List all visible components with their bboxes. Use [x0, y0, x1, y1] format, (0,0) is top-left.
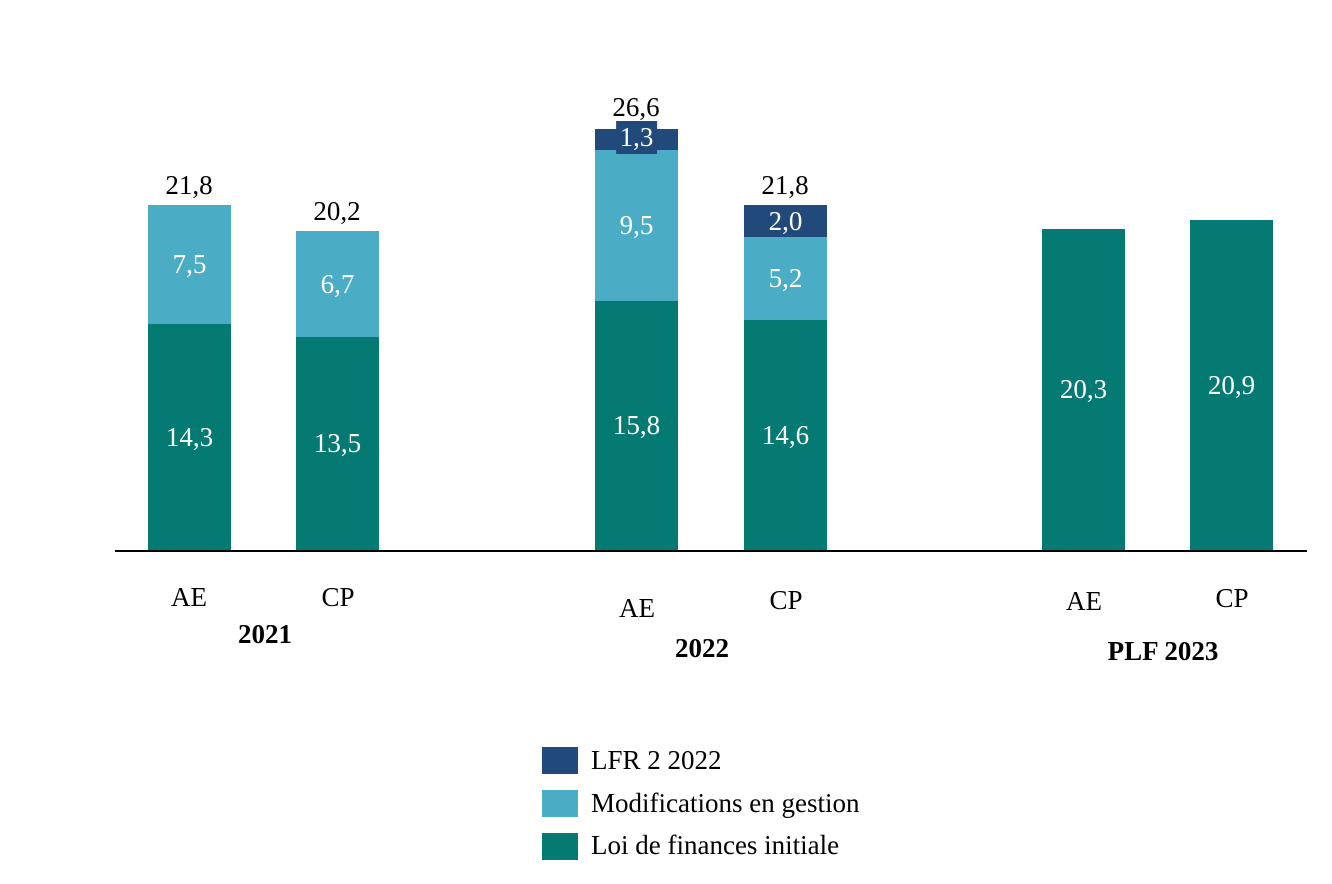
segment-value-label: 7,5: [172, 249, 207, 279]
legend-item-lfr: LFR 2 2022: [542, 745, 859, 776]
segment-lfi: 20,3: [1042, 229, 1125, 550]
segment-value-label: 15,8: [612, 410, 661, 440]
legend-label: Modifications en gestion: [591, 787, 860, 818]
legend-swatch-lfr: [542, 747, 578, 775]
x-axis-label-2021-ae: AE: [171, 582, 207, 612]
segment-lfi: 15,8: [595, 301, 678, 550]
segment-gestion: 9,5: [595, 150, 678, 301]
segment-value-label: 20,9: [1207, 369, 1256, 400]
x-axis-label-plf2023-cp: CP: [1215, 583, 1249, 613]
group-label-2021: 2021: [238, 619, 292, 649]
bar-2021-cp: 6,7 13,5: [296, 231, 379, 550]
segment-gestion: 5,2: [744, 237, 827, 320]
segment-value-label: 13,5: [313, 428, 362, 458]
total-label-2022-cp: 21,8: [761, 170, 809, 200]
group-label-2022: 2022: [675, 633, 729, 663]
x-axis-label-plf2023-ae: AE: [1066, 586, 1102, 616]
legend-item-gestion: Modifications en gestion: [542, 787, 860, 819]
segment-gestion: 7,5: [148, 205, 231, 324]
segment-gestion: 6,7: [296, 231, 379, 337]
bar-plf2023-cp: 20,9: [1190, 220, 1273, 550]
legend-label: LFR 2 2022: [591, 745, 722, 775]
segment-lfr: 2,0: [744, 205, 827, 237]
total-label-2021-cp: 20,2: [313, 196, 361, 226]
segment-value-label: 2,0: [768, 205, 803, 236]
segment-value-label: 14,6: [761, 419, 810, 450]
segment-lfi: 20,9: [1190, 220, 1273, 550]
segment-value-label-boxed: 1,3: [615, 121, 658, 154]
legend-swatch-lfi: [542, 832, 578, 860]
segment-value-label: 9,5: [619, 210, 654, 240]
bar-2021-ae: 7,5 14,3: [148, 205, 231, 550]
segment-value-label: 6,7: [320, 268, 355, 299]
segment-lfi: 13,5: [296, 337, 379, 550]
segment-value-label: 14,3: [165, 421, 214, 452]
bar-2022-cp: 2,0 5,2 14,6: [744, 205, 827, 550]
segment-lfi: 14,3: [148, 324, 231, 550]
x-axis-label-2022-ae: AE: [619, 593, 655, 623]
segment-lfi: 14,6: [744, 320, 827, 550]
legend: LFR 2 2022 Modifications en gestion Loi …: [542, 745, 860, 874]
segment-lfr: 1,3: [595, 121, 678, 154]
segment-value-label: 5,2: [768, 263, 803, 293]
total-label-2021-ae: 21,8: [165, 170, 213, 200]
x-axis-label-2022-cp: CP: [769, 585, 803, 615]
legend-label: Loi de finances initiale: [591, 830, 840, 861]
group-label-plf2023: PLF 2023: [1107, 636, 1219, 666]
legend-swatch-gestion: [542, 790, 578, 818]
total-label-2022-ae: 26,6: [612, 92, 660, 122]
x-axis-line: [115, 550, 1307, 552]
segment-value-label: 20,3: [1059, 374, 1108, 404]
x-axis-label-2021-cp: CP: [321, 582, 355, 612]
bar-2022-ae: 1,3 9,5 15,8: [595, 121, 678, 550]
bar-plf2023-ae: 20,3: [1042, 229, 1125, 550]
legend-item-lfi: Loi de finances initiale: [542, 831, 859, 861]
